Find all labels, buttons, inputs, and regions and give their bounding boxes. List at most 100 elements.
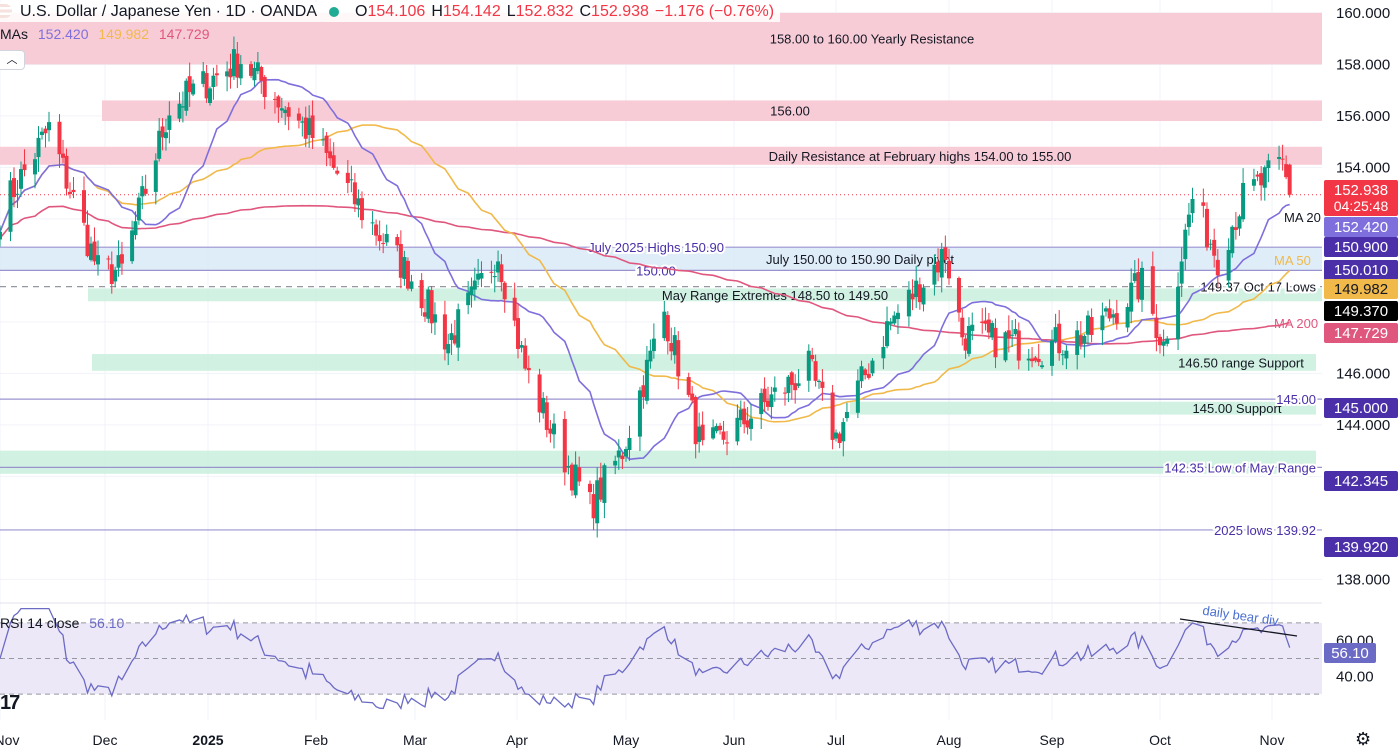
candle-body [191, 83, 196, 95]
price-tag [1324, 323, 1398, 343]
rsi-value-tag [1324, 643, 1376, 663]
candle-body [133, 221, 138, 236]
candle-body [947, 260, 951, 279]
candle-body [1204, 208, 1209, 248]
candle-body [409, 281, 414, 289]
ma-legend[interactable]: MAs 152.420 149.982 147.729 [0, 26, 216, 42]
candle-body [1241, 182, 1246, 220]
candle-body [895, 312, 900, 320]
candle-body [479, 272, 484, 279]
candle-body [749, 418, 753, 429]
candle-body [1190, 198, 1195, 214]
candle-body [211, 75, 216, 88]
candle-body [310, 115, 315, 139]
change-value: −1.176 (−0.76%) [654, 3, 775, 20]
level-label: July 2025 Highs 150.90 [588, 240, 724, 255]
candle-body [980, 321, 985, 324]
candle-body [276, 96, 281, 108]
ma200-line [0, 204, 1290, 345]
zone-resistance [0, 146, 1322, 165]
chart-header: U.S. Dollar / Japanese Yen · 1D · OANDA … [0, 2, 781, 22]
candle-body [1158, 336, 1162, 346]
price-tag-label: 142.345 [1334, 473, 1388, 490]
chevron-up-icon[interactable]: ︿ [0, 50, 25, 70]
close-value: 152.938 [591, 3, 649, 20]
candle-body [1201, 202, 1206, 206]
candle-body [1215, 259, 1220, 276]
candle-body [960, 317, 965, 338]
candle-body [956, 277, 961, 313]
candle-body [136, 197, 141, 221]
rsi-legend[interactable]: RSI 14 close 56.10 [0, 615, 124, 631]
candle-body [40, 131, 44, 135]
candle-body [1060, 354, 1065, 356]
candle-body [810, 354, 815, 360]
candle-body [870, 360, 875, 374]
candle-body [64, 155, 69, 189]
candle-body [970, 324, 975, 331]
candle-body [1036, 358, 1041, 363]
candle-body [328, 151, 333, 159]
ma50-label: MA 50 [1274, 253, 1311, 268]
candle-body [1284, 164, 1289, 178]
level-label: 142.35 Low of May Range [1164, 460, 1316, 475]
candle-body [255, 62, 260, 72]
candle-body [1233, 227, 1238, 230]
candles [0, 36, 1292, 538]
candle-body [8, 180, 13, 232]
candle-body [492, 276, 497, 278]
y-tick-label: 154.000 [1336, 159, 1390, 176]
candle-body [1132, 273, 1137, 282]
candle-body [624, 449, 628, 457]
candle-body [22, 164, 27, 171]
candle-body [187, 76, 192, 93]
candle-body [616, 450, 621, 458]
gear-icon[interactable]: ⚙ [1355, 729, 1372, 749]
candle-body [106, 258, 111, 260]
y-tick-label: 156.000 [1336, 108, 1390, 125]
candle-body [466, 292, 471, 306]
candle-body [12, 178, 16, 198]
candle-body [885, 321, 890, 347]
candle-body [541, 397, 546, 414]
candle-body [402, 257, 407, 279]
price-tag-label: 149.370 [1334, 303, 1388, 320]
candle-body [672, 335, 677, 356]
candle-body [690, 393, 695, 401]
price-tag-label: 147.729 [1334, 325, 1388, 342]
candle-body [1237, 216, 1242, 229]
candle-body [844, 411, 849, 419]
candle-body [296, 113, 301, 121]
price-tag [1324, 237, 1398, 257]
tradingview-logo[interactable]: 17 [0, 692, 20, 714]
candle-body [759, 393, 764, 415]
candle-body [262, 76, 267, 98]
candle-body [1082, 335, 1087, 344]
zone-label: July 150.00 to 150.90 Daily pivot [766, 252, 954, 267]
candle-body [718, 425, 723, 431]
close-label: C [579, 3, 592, 20]
y-tick-label: 138.000 [1336, 571, 1390, 588]
candle-body [914, 280, 919, 298]
candle-body [837, 433, 842, 444]
candle-body [499, 264, 504, 283]
candle-body [359, 198, 364, 221]
ma200-label: MA 200 [1274, 316, 1318, 331]
zone-support [92, 354, 1316, 371]
candle-body [143, 188, 148, 194]
candle-body [939, 248, 944, 278]
candle-body [272, 98, 277, 100]
zone-support [0, 450, 1316, 474]
symbol-title[interactable]: U.S. Dollar / Japanese Yen · 1D · OANDA [20, 3, 318, 20]
candle-body [153, 160, 158, 192]
candle-body [834, 432, 838, 439]
candle-body [1277, 157, 1282, 159]
candle-body [349, 179, 354, 181]
rsi-legend-label: RSI 14 close [0, 615, 80, 631]
candle-body [714, 425, 719, 432]
candle-body [432, 314, 437, 323]
candle-body [693, 396, 698, 445]
candle-body [381, 243, 386, 245]
